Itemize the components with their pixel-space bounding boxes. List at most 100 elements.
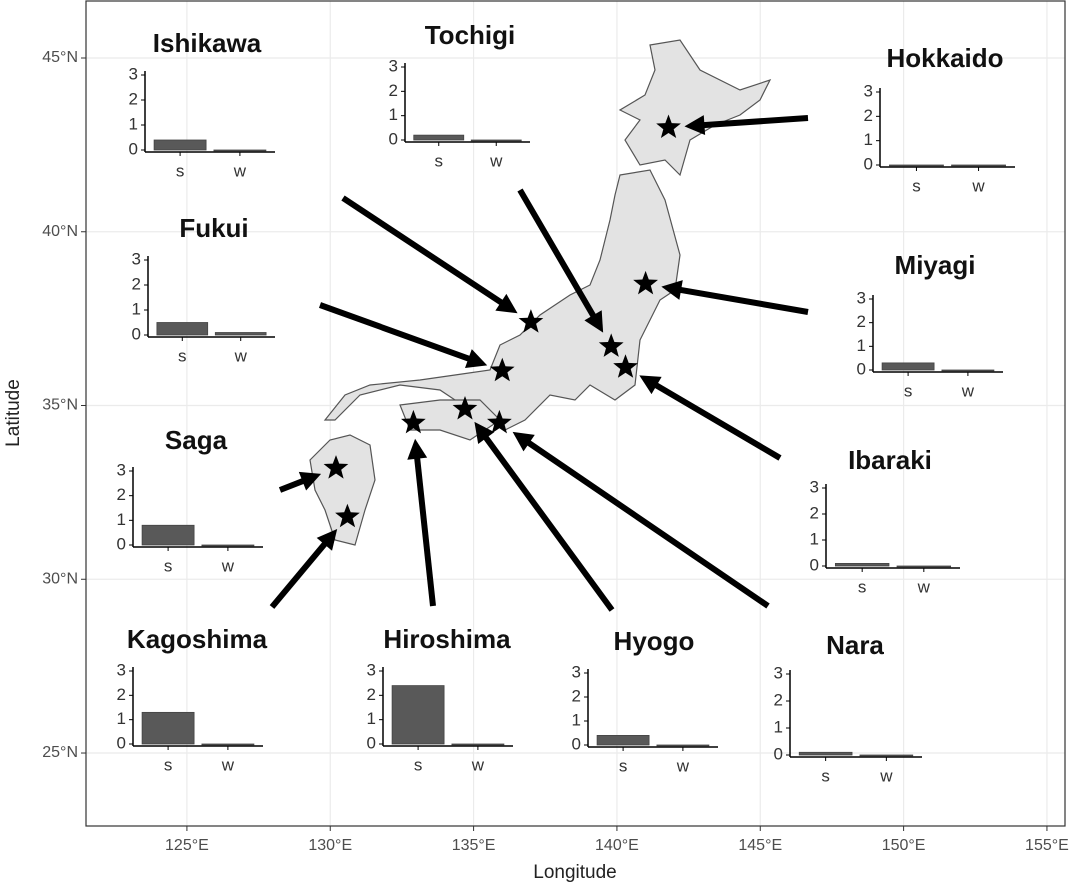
bar xyxy=(201,743,255,746)
grid xyxy=(86,1,1065,826)
inset-y-tick-label: 3 xyxy=(132,249,141,268)
inset-y-tick-label: 3 xyxy=(129,64,138,83)
inset-y-tick-label: 3 xyxy=(117,660,126,679)
arrow-shaft xyxy=(341,195,511,311)
inset-x-tick-label: w xyxy=(221,556,235,575)
inset-title: Kagoshima xyxy=(127,624,268,654)
inset-x-tick-label: w xyxy=(234,346,248,365)
location-star xyxy=(335,503,360,528)
inset-x-tick-label: w xyxy=(221,755,235,774)
inset-title: Nara xyxy=(826,630,884,660)
inset-title: Ibaraki xyxy=(848,445,932,475)
inset-y-tick-label: 0 xyxy=(572,734,581,753)
honshu xyxy=(323,169,681,431)
inset-x-tick-label: s xyxy=(414,755,423,774)
inset-title: Hokkaido xyxy=(886,43,1003,73)
inset-y-tick-label: 1 xyxy=(864,130,873,149)
location-star xyxy=(518,309,544,333)
inset-y-tick-label: 1 xyxy=(117,510,126,529)
location-star xyxy=(489,357,515,382)
x-tick-label: 130°E xyxy=(308,837,352,854)
inset-x-tick-label: s xyxy=(435,151,444,170)
inset-y-tick-label: 3 xyxy=(367,660,376,679)
inset-y-tick-label: 3 xyxy=(864,81,873,100)
location-star xyxy=(598,333,624,357)
bar xyxy=(213,149,267,152)
x-tick-label: 125°E xyxy=(165,837,209,854)
inset-title: Ishikawa xyxy=(153,28,262,58)
inset-y-tick-label: 2 xyxy=(129,89,138,108)
arrow-head xyxy=(316,528,338,551)
inset-title: Miyagi xyxy=(895,250,976,280)
inset-x-tick-label: w xyxy=(917,577,931,596)
bar xyxy=(881,362,935,371)
inset-y-tick-label: 0 xyxy=(132,324,141,343)
arrow-shaft xyxy=(318,302,479,365)
inset-title: Fukui xyxy=(179,213,248,243)
inset-x-tick-label: w xyxy=(961,381,975,400)
inset-y-tick-label: 3 xyxy=(572,662,581,681)
inset-x-tick-label: s xyxy=(904,381,913,400)
inset-y-tick-label: 2 xyxy=(857,312,866,331)
inset-y-tick-label: 2 xyxy=(117,485,126,504)
inset-y-tick-label: 2 xyxy=(774,690,783,709)
arrow-shaft xyxy=(646,377,782,461)
location-star xyxy=(401,409,426,434)
x-tick-label: 140°E xyxy=(595,837,639,854)
bar xyxy=(889,164,944,167)
bar xyxy=(859,754,914,757)
arrow-head xyxy=(661,280,683,300)
inset-y-tick-label: 0 xyxy=(864,154,873,173)
inset-y-tick-label: 3 xyxy=(117,460,126,479)
inset-x-tick-label: w xyxy=(676,756,690,775)
bar xyxy=(153,139,207,151)
arrow-shaft xyxy=(413,448,436,607)
inset-y-tick-label: 2 xyxy=(864,106,873,125)
bar xyxy=(941,369,995,372)
inset-x-tick-label: w xyxy=(233,161,247,180)
bar xyxy=(391,685,445,745)
inset-x-tick-label: s xyxy=(821,766,830,785)
y-tick-label: 45°N xyxy=(42,49,78,66)
bar xyxy=(896,565,952,568)
arrow-head xyxy=(684,115,706,136)
arrow-head xyxy=(512,431,535,452)
inset-y-tick-label: 2 xyxy=(117,685,126,704)
inset-x-tick-label: s xyxy=(178,346,187,365)
inset-y-tick-label: 0 xyxy=(810,555,819,574)
location-star xyxy=(656,114,681,138)
bar xyxy=(156,322,209,336)
x-tick-label: 145°E xyxy=(738,837,782,854)
inset-x-tick-label: w xyxy=(971,176,985,195)
inset-y-tick-label: 0 xyxy=(857,359,866,378)
inset-x-tick-label: s xyxy=(912,176,921,195)
inset-y-tick-label: 0 xyxy=(117,534,126,553)
inset-x-tick-label: s xyxy=(619,756,628,775)
y-tick-label: 40°N xyxy=(42,223,78,240)
hokkaido xyxy=(618,39,772,177)
inset-y-tick-label: 0 xyxy=(117,733,126,752)
x-tick-label: 135°E xyxy=(452,837,496,854)
inset-x-tick-label: s xyxy=(176,161,185,180)
y-tick-label: 35°N xyxy=(42,397,78,414)
kyushu xyxy=(309,434,376,546)
bar xyxy=(834,563,890,567)
arrow-shaft xyxy=(670,285,809,315)
panel-border xyxy=(85,0,1066,827)
inset-y-tick-label: 3 xyxy=(774,663,783,682)
inset-y-tick-label: 2 xyxy=(810,503,819,522)
inset-y-tick-label: 1 xyxy=(810,529,819,548)
arrow-shaft xyxy=(517,188,601,326)
inset-title: Tochigi xyxy=(425,20,516,50)
inset-y-tick-label: 1 xyxy=(129,114,138,133)
inset-y-tick-label: 1 xyxy=(572,710,581,729)
inset-y-tick-label: 1 xyxy=(367,709,376,728)
location-star xyxy=(323,455,349,479)
inset-x-tick-label: w xyxy=(879,766,893,785)
inset-y-tick-label: 2 xyxy=(572,686,581,705)
inset-y-tick-label: 0 xyxy=(367,733,376,752)
bar xyxy=(470,139,522,142)
inset-y-tick-label: 1 xyxy=(132,299,141,318)
bar xyxy=(656,744,710,747)
